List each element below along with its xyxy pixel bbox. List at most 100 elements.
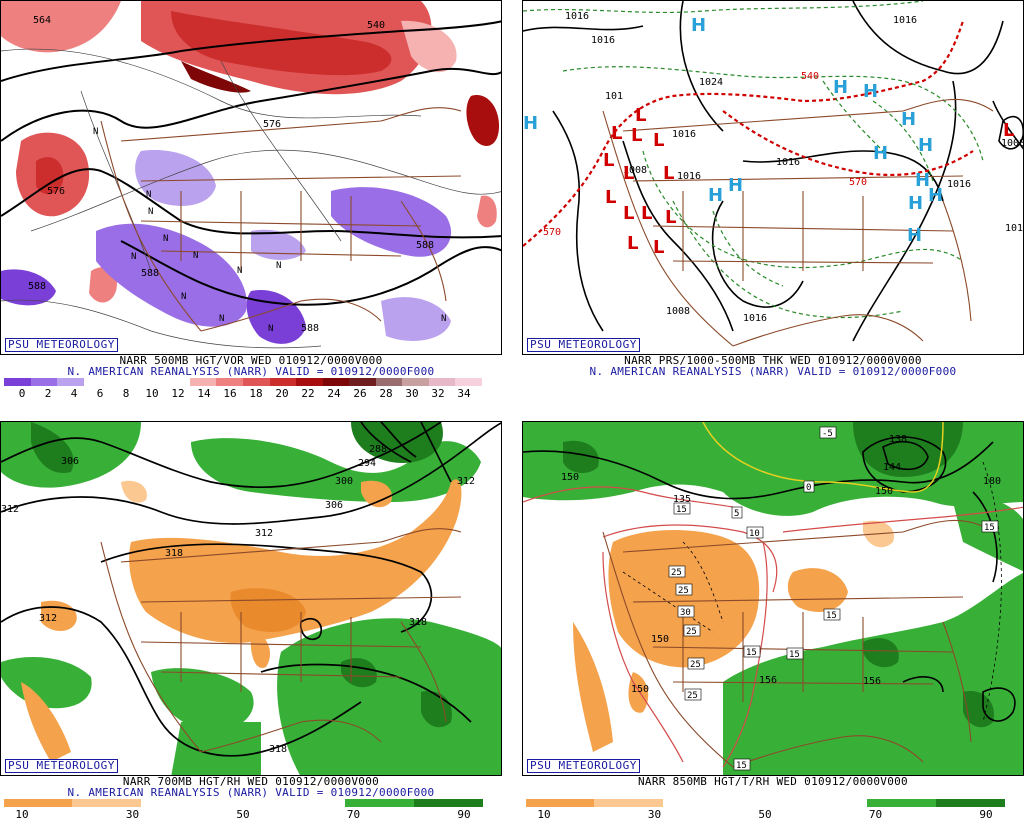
high-pressure-symbol: H [908,193,923,214]
isobar-label: 1016 [776,157,800,168]
isobar-label: 1016 [947,179,971,190]
temperature-label-box [673,502,691,515]
vort-symbol: N [181,292,186,302]
high-pressure-symbol: H [907,225,922,246]
colorbar-swatch [799,799,869,807]
isobar-label: 101 [605,91,623,102]
temperature-label: 15 [746,648,757,658]
vorticity-colorbar-labels: 0 2 4 6 8 10 12 14 16 18 20 22 24 26 28 30 32 34 [4,387,482,400]
colorbar-label: 20 [275,387,289,400]
contour-label: 306 [325,500,343,511]
contour-label: 576 [263,119,281,130]
vort-symbol: N [146,190,151,200]
map-caption-line2: N. AMERICAN REANALYSIS (NARR) VALID = 01… [67,786,435,799]
isobar-label: 101 [1005,223,1023,234]
temperature-label: 25 [690,660,701,670]
colorbar-swatch [322,378,350,386]
temperature-label: 25 [686,627,697,637]
high-pressure-symbol: H [918,135,933,156]
temperature-label-box [687,657,705,670]
isobar-label: 1016 [672,129,696,140]
colorbar-swatch [349,378,377,386]
colorbar-label: 10 [15,808,29,821]
temperature-label: 25 [687,691,698,701]
panel-850mb-rh: 150 135 150 144 138 150 156 156 150 180 … [522,421,1024,821]
colorbar-label: 6 [96,387,104,400]
colorbar-label: 30 [125,808,140,821]
contour-label: 540 [367,20,385,31]
colorbar-label: 0 [18,387,26,400]
colorbar-label: 28 [379,387,393,400]
low-pressure-symbol: L [603,150,614,171]
temperature-label-box [731,506,743,519]
contour-label: 306 [61,456,79,467]
high-pressure-symbol: H [863,81,878,102]
colorbar-swatch [83,378,111,386]
contour-label: 135 [673,494,691,505]
colorbar-swatch [277,799,347,807]
panel-500mb-vorticity: 564 576 588 588 588 540 576 588 N N N N … [0,0,502,400]
vort-symbol: N [193,251,198,261]
colorbar-swatch [243,378,270,386]
colorbar-label: 2 [44,387,52,400]
contour-label: 588 [28,281,46,292]
colorbar-swatch [867,799,937,807]
colorbar-label: 26 [353,387,367,400]
colorbar-swatch [136,378,164,386]
contour-label: 588 [141,268,159,279]
isobar-label: 1016 [743,313,767,324]
colorbar-swatch [455,378,483,386]
isobar-label: 1008 [623,165,647,176]
temperature-label: 25 [671,568,682,578]
contour-label: 150 [631,684,649,695]
psu-meteorology-label: PSU METEOROLOGY [5,338,118,352]
contour-label: 588 [416,240,434,251]
vort-symbol: N [276,261,281,271]
temperature-label-box [733,758,751,771]
low-pressure-symbol: L [623,203,634,224]
low-pressure-symbol: L [665,207,676,228]
colorbar-swatch [216,378,244,386]
low-pressure-symbol: L [1003,120,1014,141]
colorbar-label: 30 [647,808,662,821]
contour-label: 588 [301,323,319,334]
contour-label: 138 [889,434,907,445]
high-pressure-symbol: H [728,175,743,196]
temperature-label: 15 [736,761,747,771]
temperature-label: 15 [789,650,800,660]
colorbar-swatch [57,378,85,386]
vort-symbol: N [148,207,153,217]
colorbar-swatch [413,799,483,807]
low-pressure-symbol: L [663,163,674,184]
rh-colorbar [526,799,1005,807]
temperature-label-box [819,426,837,439]
map-700mb-rh: 306 288 294 300 306 312 312 318 312 318 … [0,421,502,776]
contour-label: 144 [883,462,901,473]
colorbar-swatch [345,799,415,807]
colorbar-label: 32 [431,387,445,400]
contour-label: 318 [409,617,427,628]
colorbar-swatch [208,799,278,807]
colorbar-label: 4 [70,387,78,400]
colorbar-label: 12 [171,387,185,400]
temperature-label-box [677,605,695,618]
colorbar-label: 50 [236,808,250,821]
contour-label: 156 [863,676,881,687]
panel-pressure-thickness: 1016 1016 1016 1024 1016 1016 1008 1016 … [522,0,1024,398]
temperature-label: 15 [676,505,687,515]
contour-label: 312 [457,476,475,487]
thickness-label: 540 [801,71,819,82]
panel-700mb-rh: 306 288 294 300 306 312 312 318 312 318 … [0,421,502,821]
colorbar-swatch [662,799,732,807]
isobar-label: 1008 [1001,138,1024,149]
temperature-label: 30 [680,608,691,618]
map-caption-line1: NARR 500MB HGT/VOR WED 010912/0000V000 [119,354,383,367]
map-850mb-rh: 150 135 150 144 138 150 156 156 150 180 … [522,421,1024,776]
temperature-label-box [684,688,702,701]
vort-symbol: N [93,127,98,137]
vort-symbol: N [237,266,242,276]
temperature-label: 15 [826,611,837,621]
colorbar-swatch [4,378,31,386]
colorbar-label: 14 [197,387,211,400]
high-pressure-symbol: H [691,15,706,36]
